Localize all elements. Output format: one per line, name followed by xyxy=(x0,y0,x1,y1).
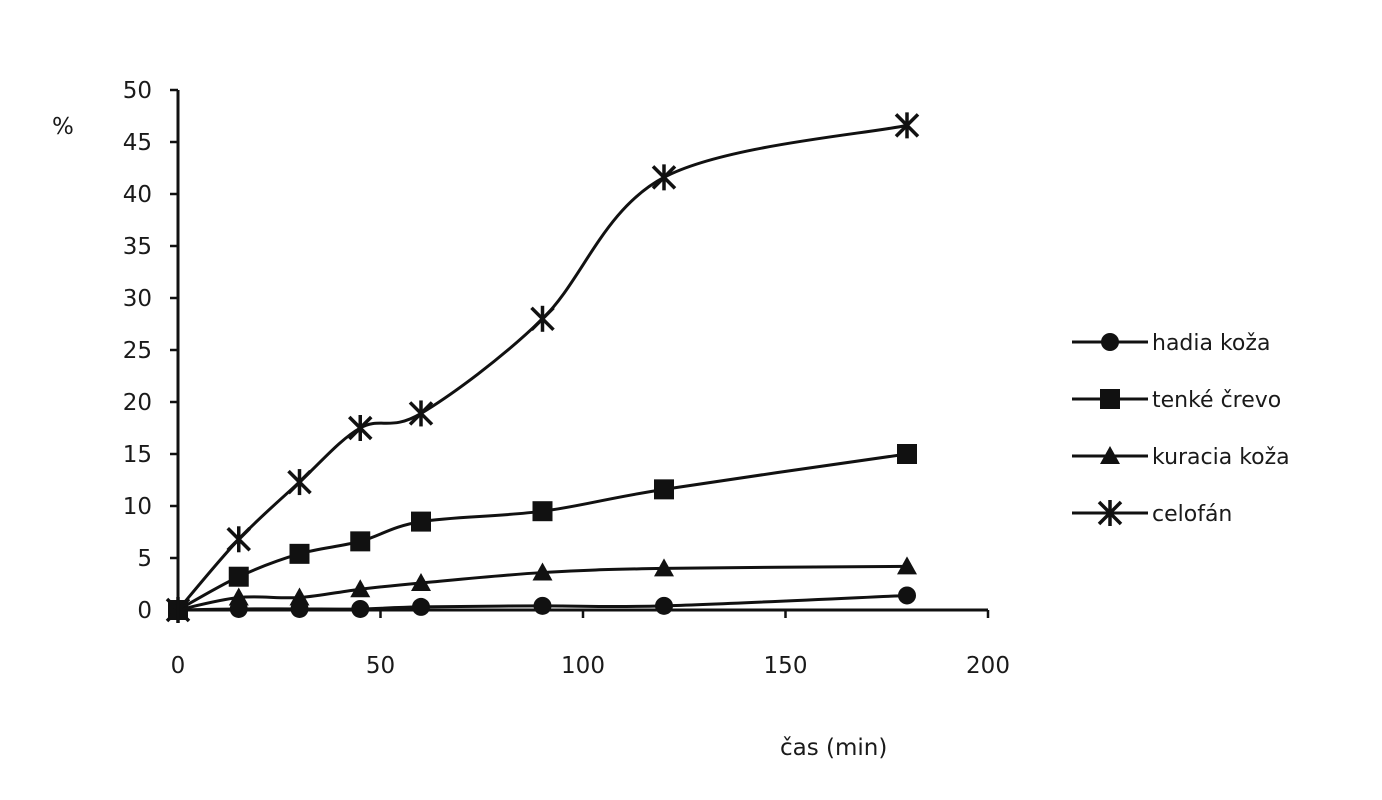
data-point xyxy=(289,543,310,564)
x-tick-label: 150 xyxy=(764,653,808,679)
legend-marker xyxy=(1100,446,1120,464)
y-tick-label: 15 xyxy=(123,442,152,468)
data-point xyxy=(228,587,249,606)
x-tick-label: 0 xyxy=(171,653,186,679)
y-tick-label: 25 xyxy=(123,338,152,364)
data-point xyxy=(897,444,917,464)
y-tick-label: 50 xyxy=(123,78,152,104)
data-point xyxy=(654,479,674,500)
y-tick-label: 10 xyxy=(123,494,152,520)
series-line xyxy=(176,123,908,611)
legend-marker xyxy=(1097,500,1123,526)
data-point xyxy=(351,599,370,618)
legend-item: tenké črevo xyxy=(1072,388,1281,413)
legend-item: kuracia koža xyxy=(1072,445,1290,470)
data-point xyxy=(350,531,371,552)
y-tick-labels: 0 5 10 15 20 25 30 35 40 45 50 xyxy=(123,78,152,624)
legend-label: hadia koža xyxy=(1152,331,1270,356)
series-circle xyxy=(169,586,916,619)
y-tick-label: 35 xyxy=(123,234,152,260)
series-line xyxy=(177,564,908,612)
legend-label: tenké črevo xyxy=(1152,388,1281,413)
x-tick-labels: 0 50 100 150 200 xyxy=(171,653,1010,679)
y-tick-label: 30 xyxy=(123,286,152,312)
y-tick-label: 5 xyxy=(137,546,152,572)
y-tick-label: 45 xyxy=(123,130,152,156)
data-point xyxy=(897,556,917,575)
x-tick-label: 100 xyxy=(561,653,605,679)
x-tick-label: 200 xyxy=(966,653,1010,679)
data-point xyxy=(287,469,312,496)
data-point xyxy=(530,305,555,332)
series-square xyxy=(168,444,917,620)
data-point xyxy=(898,586,916,605)
data-point xyxy=(228,566,249,587)
y-tick-label: 40 xyxy=(123,182,152,208)
legend-label: kuracia koža xyxy=(1152,445,1290,470)
data-point xyxy=(412,597,430,616)
x-tick-label: 50 xyxy=(366,653,395,679)
data-point xyxy=(533,596,552,615)
data-point xyxy=(532,501,553,522)
series-group xyxy=(165,112,920,623)
series-line xyxy=(177,452,908,612)
y-tick-label: 20 xyxy=(123,390,152,416)
axes xyxy=(170,88,990,618)
data-point xyxy=(350,579,371,598)
series-triangle xyxy=(168,556,917,618)
data-point xyxy=(226,526,251,553)
data-point xyxy=(651,164,677,191)
y-tick-label: 0 xyxy=(137,598,152,624)
series-star xyxy=(165,112,920,623)
legend-item: celofán xyxy=(1072,500,1232,527)
x-axis-label: čas (min) xyxy=(780,735,887,761)
data-point xyxy=(348,415,373,441)
legend-marker xyxy=(1101,333,1119,351)
data-point xyxy=(532,562,553,581)
data-point xyxy=(654,558,674,577)
legend: hadia koža tenké črevo kuracia koža celofán xyxy=(1072,331,1290,527)
data-point xyxy=(408,400,434,427)
data-point xyxy=(411,572,431,591)
legend-label: celofán xyxy=(1152,502,1232,527)
series-line xyxy=(177,593,908,612)
y-axis-label: % xyxy=(52,114,74,140)
data-point xyxy=(411,511,431,532)
data-point xyxy=(655,596,673,615)
legend-marker xyxy=(1100,389,1120,409)
legend-item: hadia koža xyxy=(1072,331,1270,356)
data-point xyxy=(894,112,920,139)
data-point xyxy=(165,597,191,623)
data-point xyxy=(289,587,310,606)
